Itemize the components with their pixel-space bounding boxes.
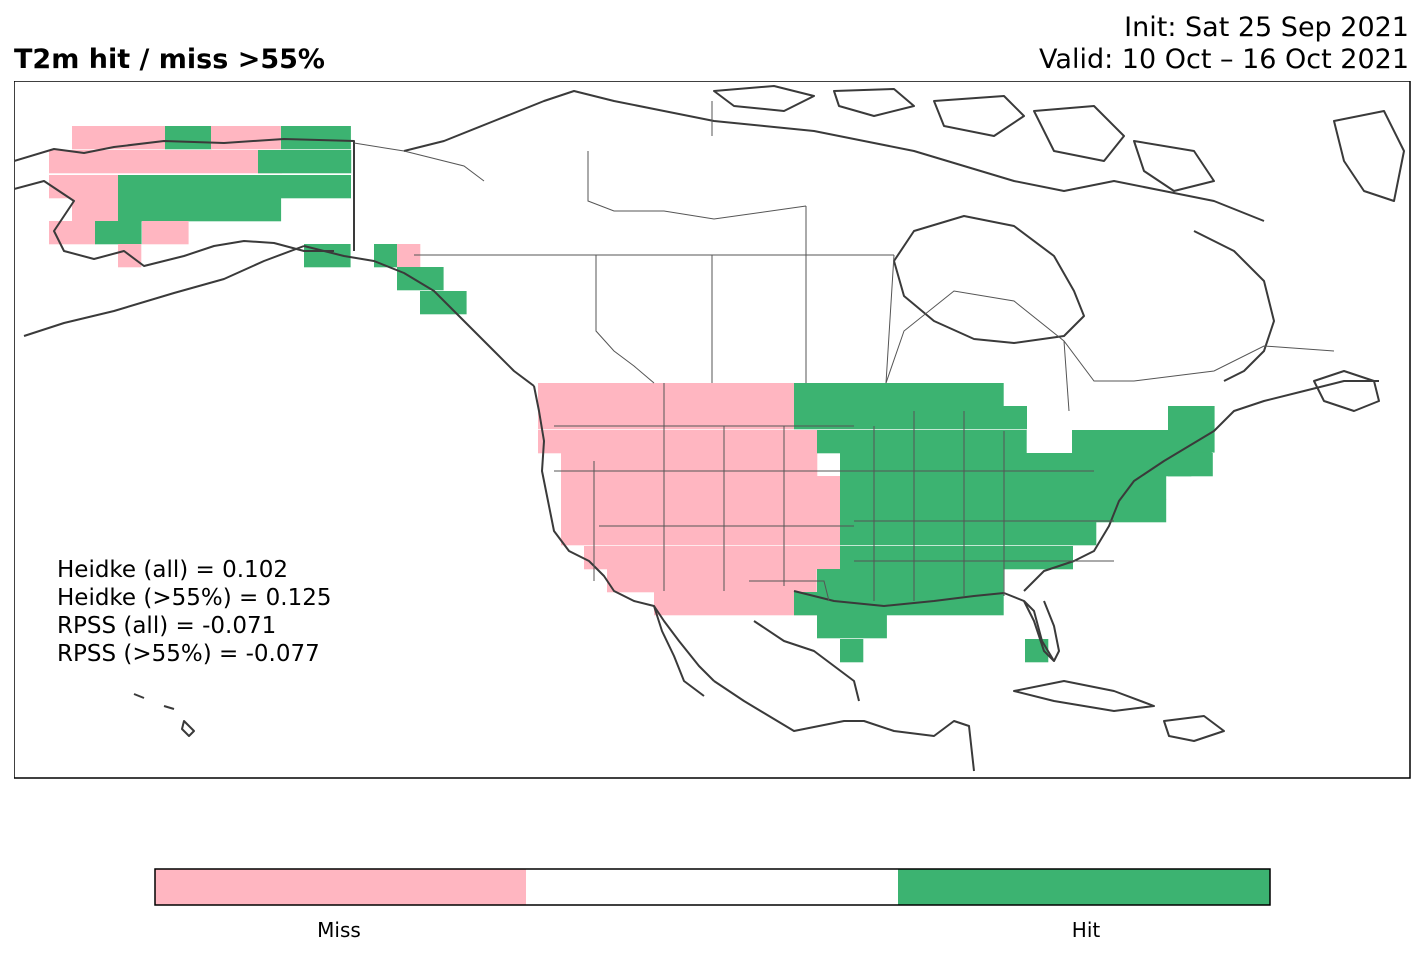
colorbar — [154, 868, 1271, 906]
miss-cell — [211, 126, 281, 150]
colorbar-label-miss: Miss — [317, 918, 361, 942]
hit-cell — [95, 221, 142, 245]
hit-cell — [281, 126, 351, 150]
hit-cell — [840, 453, 1213, 477]
miss-cell — [49, 175, 119, 199]
miss-cell — [561, 453, 818, 477]
hit-cell — [817, 430, 1027, 454]
colorbar-hit — [898, 869, 1270, 905]
hit-cell — [817, 569, 1004, 593]
hit-cell — [118, 198, 282, 222]
hit-cell — [374, 244, 398, 268]
miss-cell — [561, 522, 841, 546]
verification-cells — [49, 126, 1215, 663]
miss-cell — [49, 150, 282, 174]
hit-cell — [118, 175, 351, 199]
miss-cell — [561, 499, 841, 523]
colorbar-miss — [155, 869, 526, 905]
heidke-55: Heidke (>55%) = 0.125 — [57, 585, 332, 611]
hit-cell — [794, 383, 1004, 407]
hit-cell — [258, 150, 352, 174]
miss-cell — [538, 383, 795, 407]
hit-cell — [794, 406, 1027, 430]
hit-cell — [840, 499, 1167, 523]
borders — [353, 101, 1335, 602]
miss-cell — [654, 592, 818, 616]
hit-cell — [420, 291, 467, 315]
miss-cell — [607, 569, 817, 593]
hit-cell — [817, 615, 887, 639]
miss-cell — [538, 430, 818, 454]
hit-cell — [165, 126, 212, 150]
heidke-all: Heidke (all) = 0.102 — [57, 557, 288, 583]
miss-cell — [142, 221, 189, 245]
hit-cell — [840, 639, 864, 663]
hit-cell — [840, 522, 1097, 546]
colorbar-label-hit: Hit — [1071, 918, 1101, 942]
miss-cell — [538, 406, 795, 430]
init-date: Init: Sat 25 Sep 2021 — [1124, 12, 1409, 43]
verification-scores: Heidke (all) = 0.102 Heidke (>55%) = 0.1… — [57, 556, 331, 668]
hit-cell — [840, 546, 1073, 570]
rpss-55: RPSS (>55%) = -0.077 — [57, 641, 320, 667]
coastlines — [14, 85, 1405, 772]
forecast-dates: Init: Sat 25 Sep 2021 Valid: 10 Oct – 16… — [1039, 12, 1409, 76]
miss-cell — [72, 198, 119, 222]
hit-cell — [397, 267, 444, 291]
miss-cell — [49, 221, 96, 245]
miss-cell — [561, 476, 841, 500]
hit-cell — [1168, 453, 1192, 477]
rpss-all: RPSS (all) = -0.071 — [57, 613, 277, 639]
hit-cell — [840, 476, 1167, 500]
forecast-map — [14, 81, 1411, 779]
miss-cell — [397, 244, 421, 268]
miss-cell — [584, 546, 841, 570]
valid-date: Valid: 10 Oct – 16 Oct 2021 — [1039, 44, 1409, 75]
colorbar-neutral — [526, 869, 898, 905]
map-title: T2m hit / miss >55% — [14, 44, 325, 75]
